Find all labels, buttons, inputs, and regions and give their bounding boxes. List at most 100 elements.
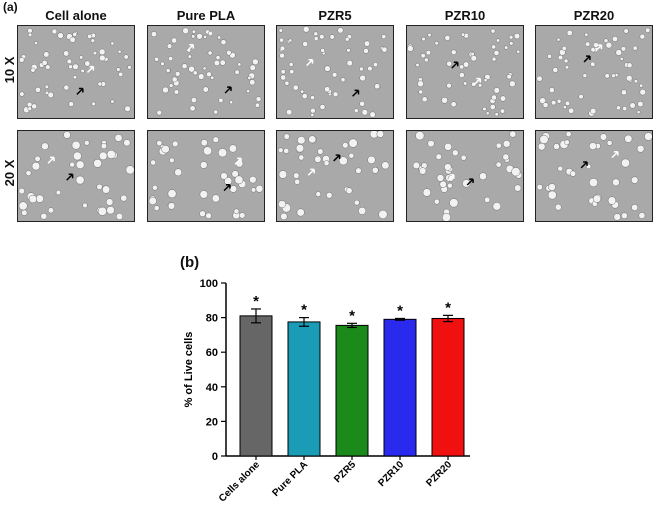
cell-blob [491, 44, 497, 50]
cell-blob [213, 109, 219, 115]
cell-blob [620, 46, 627, 52]
cell-blob [623, 28, 629, 34]
cell-blob [588, 142, 597, 150]
cell-blob [381, 161, 390, 170]
cell-blob [485, 111, 490, 116]
cell-blob [313, 36, 319, 41]
cell-blob [359, 100, 365, 107]
panel-b-label: (b) [180, 254, 200, 271]
cell-blob [18, 201, 28, 211]
cell-blob [489, 104, 496, 110]
cell-blob [165, 68, 171, 73]
cell-blob [450, 101, 457, 108]
cell-blob [44, 84, 49, 89]
cell-blob [319, 104, 326, 110]
cell-blob [55, 189, 62, 196]
cell-blob [110, 99, 115, 104]
cell-blob [123, 139, 131, 147]
cell-blob [359, 74, 366, 82]
arrow-black-icon [451, 61, 459, 69]
cell-blob [279, 37, 284, 43]
cell-blob [462, 179, 471, 188]
cell-blob [557, 54, 564, 61]
cell-blob [561, 45, 567, 51]
cell-blob [451, 49, 457, 55]
cell-blob [31, 103, 38, 110]
cell-blob [293, 172, 300, 179]
cell-blob [367, 155, 376, 165]
cell-blob [490, 28, 496, 34]
cell-blob [234, 69, 240, 75]
cell-blob [31, 162, 41, 171]
cell-blob [367, 65, 373, 72]
cell-blob [479, 172, 487, 181]
cell-blob [329, 34, 335, 40]
cell-blob [463, 61, 470, 68]
cell-blob [68, 64, 73, 70]
cell-blob [562, 105, 567, 110]
cell-blob [636, 144, 645, 153]
cell-blob [319, 34, 325, 40]
cell-blob [161, 145, 170, 154]
cell-blob [231, 170, 239, 178]
cell-blob [105, 198, 114, 206]
cell-blob [118, 71, 124, 77]
cell-blob [516, 49, 521, 54]
cell-blob [114, 133, 123, 142]
cell-blob [26, 101, 33, 108]
micrograph-pzr20-20-x [535, 130, 653, 222]
significance-star: * [397, 302, 403, 319]
cell-blob [621, 89, 627, 96]
cell-blob [584, 32, 589, 37]
cell-blob [80, 68, 85, 74]
cell-blob [320, 48, 326, 53]
cell-blob [199, 210, 206, 217]
cell-blob [607, 196, 617, 205]
cell-blob [420, 53, 426, 59]
cell-blob [212, 136, 219, 143]
cell-blob [599, 133, 608, 141]
cell-blob [458, 72, 465, 78]
bar [239, 315, 273, 457]
cell-blob [239, 212, 246, 219]
cell-blob [162, 86, 169, 94]
cell-blob [639, 88, 646, 96]
cell-blob [75, 175, 85, 185]
cell-blob [188, 65, 195, 73]
cell-blob [539, 97, 546, 104]
cell-blob [192, 70, 198, 76]
cell-blob [460, 154, 467, 161]
cell-blob [463, 81, 468, 86]
significance-star: * [349, 307, 355, 324]
column-label-pzr10: PZR10 [444, 8, 486, 23]
micrograph-pure-pla-10-x [147, 25, 265, 119]
cell-blob [506, 74, 512, 80]
cell-blob [233, 208, 240, 215]
cell-blob [63, 50, 70, 57]
cell-blob [66, 58, 73, 65]
y-tick-label: 20 [206, 416, 218, 428]
cell-blob [638, 212, 646, 219]
cell-blob [513, 33, 521, 40]
row-label-20x: 20 X [2, 159, 17, 187]
cell-blob [612, 36, 618, 42]
cell-blob [255, 96, 262, 102]
cell-blob [286, 109, 293, 116]
cell-blob [470, 51, 475, 57]
cell-blob [43, 51, 50, 58]
cell-blob [564, 100, 571, 106]
cell-blob [295, 144, 305, 153]
cell-blob [419, 167, 427, 175]
cell-blob [606, 140, 613, 146]
cell-blob [187, 54, 192, 59]
cell-blob [207, 30, 213, 37]
cell-blob [444, 142, 453, 151]
cell-blob [219, 59, 226, 66]
cell-blob [359, 66, 364, 72]
arrow-black-icon [580, 161, 588, 169]
cell-blob [547, 54, 552, 59]
cell-blob [237, 62, 242, 67]
cell-blob [588, 178, 598, 188]
cell-blob [424, 57, 429, 63]
cell-blob [207, 50, 213, 56]
